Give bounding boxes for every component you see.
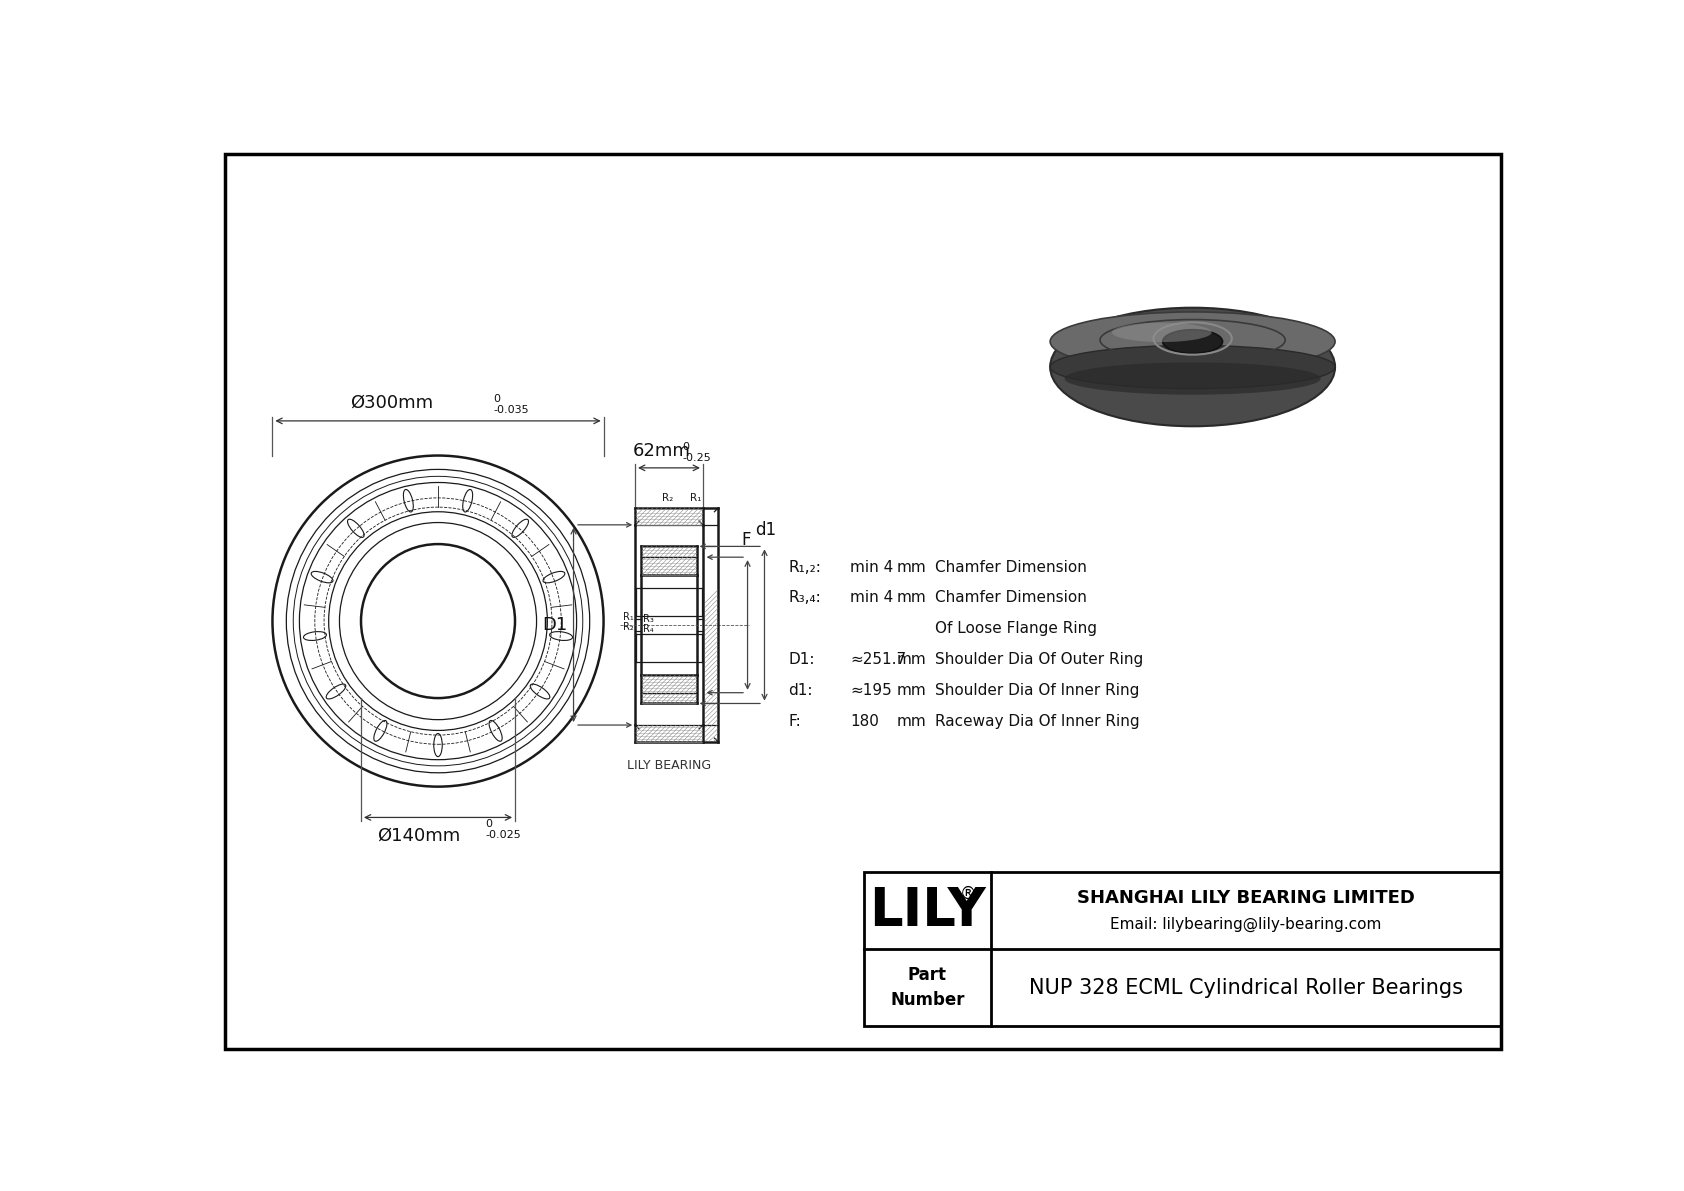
Text: ®: ® xyxy=(960,885,977,903)
Text: Ø300mm: Ø300mm xyxy=(350,394,433,412)
Text: Part
Number: Part Number xyxy=(891,966,965,1009)
Text: D1: D1 xyxy=(542,616,568,634)
Ellipse shape xyxy=(1064,362,1320,394)
Text: F: F xyxy=(741,531,751,549)
Text: mm: mm xyxy=(896,653,926,667)
Ellipse shape xyxy=(1111,323,1212,342)
Text: mm: mm xyxy=(896,560,926,575)
Text: R₁: R₁ xyxy=(623,612,633,622)
Text: ≈195: ≈195 xyxy=(850,682,893,698)
Text: Of Loose Flange Ring: Of Loose Flange Ring xyxy=(935,622,1096,636)
Text: 0: 0 xyxy=(682,443,689,453)
Ellipse shape xyxy=(1051,345,1335,388)
Text: 62mm: 62mm xyxy=(633,442,690,460)
Text: R₂: R₂ xyxy=(662,493,674,504)
Text: -0.025: -0.025 xyxy=(485,830,522,840)
Text: Shoulder Dia Of Inner Ring: Shoulder Dia Of Inner Ring xyxy=(935,682,1138,698)
Text: Chamfer Dimension: Chamfer Dimension xyxy=(935,591,1086,605)
Ellipse shape xyxy=(1162,330,1223,354)
Text: -0.25: -0.25 xyxy=(682,454,711,463)
Text: R₄: R₄ xyxy=(643,624,653,634)
Text: -0.035: -0.035 xyxy=(493,405,529,414)
Text: Chamfer Dimension: Chamfer Dimension xyxy=(935,560,1086,575)
Text: SHANGHAI LILY BEARING LIMITED: SHANGHAI LILY BEARING LIMITED xyxy=(1076,890,1415,908)
Text: min 4: min 4 xyxy=(850,560,893,575)
Text: R₃,₄:: R₃,₄: xyxy=(788,591,822,605)
Text: R₃: R₃ xyxy=(643,613,653,624)
Text: LILY: LILY xyxy=(869,885,985,936)
Ellipse shape xyxy=(1051,312,1335,372)
Text: Ø140mm: Ø140mm xyxy=(377,827,460,844)
Text: R₁,₂:: R₁,₂: xyxy=(788,560,822,575)
Text: d1: d1 xyxy=(756,520,776,538)
Text: F:: F: xyxy=(788,713,802,729)
Text: D1:: D1: xyxy=(788,653,815,667)
Text: 180: 180 xyxy=(850,713,879,729)
Text: R₁: R₁ xyxy=(690,493,701,504)
Text: ≈251.7: ≈251.7 xyxy=(850,653,906,667)
Text: 0: 0 xyxy=(493,394,500,404)
Bar xyxy=(864,872,1500,1027)
Text: mm: mm xyxy=(896,713,926,729)
Text: min 4: min 4 xyxy=(850,591,893,605)
Text: LILY BEARING: LILY BEARING xyxy=(626,759,711,772)
Text: Shoulder Dia Of Outer Ring: Shoulder Dia Of Outer Ring xyxy=(935,653,1143,667)
Text: Raceway Dia Of Inner Ring: Raceway Dia Of Inner Ring xyxy=(935,713,1140,729)
Text: R₂: R₂ xyxy=(623,622,633,632)
Text: 0: 0 xyxy=(485,819,493,829)
Ellipse shape xyxy=(1051,307,1335,426)
Text: mm: mm xyxy=(896,591,926,605)
Text: mm: mm xyxy=(896,682,926,698)
Text: Email: lilybearing@lily-bearing.com: Email: lilybearing@lily-bearing.com xyxy=(1110,917,1381,933)
Text: d1:: d1: xyxy=(788,682,813,698)
Text: NUP 328 ECML Cylindrical Roller Bearings: NUP 328 ECML Cylindrical Roller Bearings xyxy=(1029,978,1463,998)
